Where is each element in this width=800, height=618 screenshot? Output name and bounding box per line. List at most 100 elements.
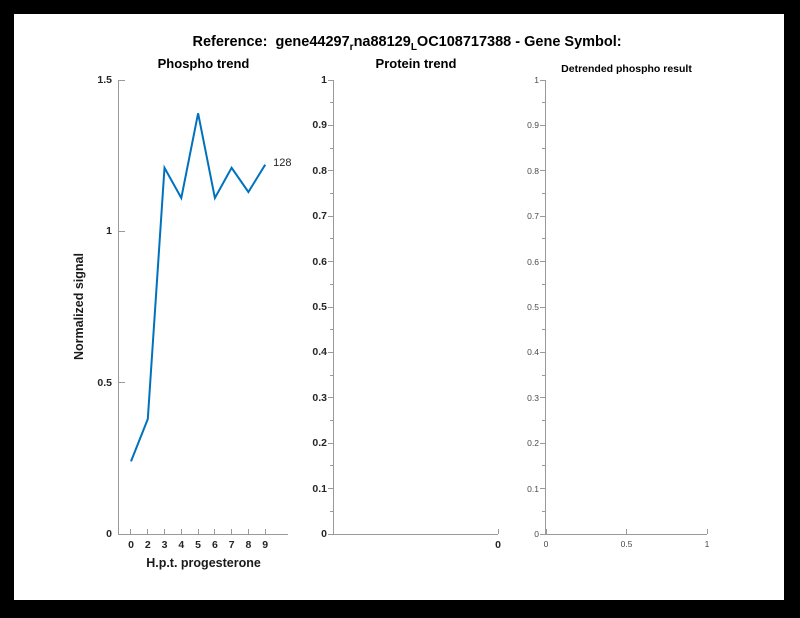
protein-trend-title: Protein trend (375, 56, 457, 71)
y-tick-label: 0.1 (312, 482, 327, 495)
y-tick-label: 0 (534, 529, 539, 539)
y-tick (328, 261, 334, 263)
figure-title: Reference: gene44297rna88129LOC108717388… (14, 18, 784, 69)
y-tick (328, 124, 334, 126)
x-tick (545, 529, 547, 534)
y-tick-label: 0.9 (527, 120, 539, 131)
x-tick-label: 4 (178, 539, 185, 551)
y-tick (328, 351, 334, 353)
y-minor-tick (330, 465, 334, 467)
y-tick (540, 124, 546, 126)
y-axis-label: Normalized signal (72, 253, 86, 361)
y-tick (328, 215, 334, 217)
figure-title-subscript-1: r (349, 42, 354, 53)
y-minor-tick (330, 374, 334, 376)
y-tick (540, 79, 546, 81)
x-tick (231, 529, 233, 534)
y-tick-label: 0.6 (527, 256, 539, 267)
phospho-trend-line (130, 113, 267, 462)
figure-title-subscript-2: L (410, 42, 417, 53)
y-tick (540, 442, 546, 444)
y-tick-label: 0.5 (527, 302, 539, 312)
y-tick-label: 0.5 (97, 376, 112, 389)
figure-title-mid: na88129 (353, 34, 411, 50)
x-tick (497, 529, 499, 534)
y-minor-tick (542, 193, 546, 194)
y-tick (540, 261, 546, 263)
y-tick (328, 488, 334, 490)
y-minor-tick (330, 147, 334, 149)
y-tick-label: 1.5 (97, 74, 112, 86)
y-tick (328, 306, 334, 308)
y-tick-label: 0.5 (312, 301, 327, 313)
y-minor-tick (542, 238, 546, 240)
y-tick (328, 170, 334, 172)
y-tick-label: 0.3 (527, 392, 539, 403)
x-tick-label: 9 (262, 539, 269, 551)
y-tick-label: 0.2 (312, 437, 327, 450)
y-tick-label: 0.7 (527, 211, 539, 222)
y-tick-label: 0.8 (312, 164, 327, 177)
detrended-phospho-title: Detrended phospho result (561, 63, 692, 75)
y-minor-tick (542, 147, 546, 149)
x-tick (130, 529, 132, 534)
y-tick (328, 442, 334, 444)
matlab-figure-canvas: Reference: gene44297rna88129LOC108717388… (14, 14, 784, 600)
y-tick (540, 488, 546, 490)
y-minor-tick (330, 420, 334, 421)
x-tick (247, 529, 249, 534)
x-tick (147, 529, 149, 534)
x-tick (164, 529, 166, 534)
x-tick-label: 3 (161, 539, 168, 551)
y-minor-tick (542, 420, 546, 421)
y-tick-label: 0.1 (527, 483, 539, 494)
detrended-phospho-plot: Detrended phospho result 0 0.1 0.2 0.3 0.4 0.… (527, 63, 709, 549)
y-minor-tick (542, 283, 546, 285)
x-tick-label: 7 (228, 539, 235, 551)
phospho-trend-title: Phospho trend (157, 56, 250, 71)
y-minor-tick (330, 329, 334, 331)
y-minor-tick (542, 102, 546, 104)
y-tick (328, 397, 334, 399)
x-tick-label: 0.5 (620, 539, 633, 549)
y-tick (328, 79, 334, 81)
x-axis-label: H.p.t. progesterone (146, 556, 261, 570)
y-minor-tick (542, 465, 546, 467)
series-end-label: 128 (273, 156, 292, 169)
y-tick (328, 533, 334, 535)
y-tick-label: 0 (106, 528, 112, 540)
x-tick-label: 0 (495, 539, 501, 551)
y-minor-tick (330, 102, 334, 104)
y-tick (540, 215, 546, 217)
y-tick (540, 351, 546, 353)
y-tick-label: 1 (534, 75, 539, 85)
x-tick-label: 5 (195, 539, 201, 551)
x-tick-label: 8 (245, 539, 252, 551)
x-tick (214, 529, 216, 534)
y-tick (540, 533, 546, 535)
y-tick-label: 0.3 (312, 391, 327, 404)
x-tick-label: 0 (543, 539, 549, 549)
y-tick-label: 0.4 (312, 346, 327, 359)
y-tick (540, 170, 546, 172)
y-tick (119, 79, 125, 81)
x-tick-label: 2 (144, 539, 151, 551)
y-minor-tick (330, 193, 334, 194)
y-tick (119, 533, 125, 535)
y-tick-label: 0.4 (527, 347, 539, 358)
y-tick-label: 0 (321, 528, 327, 540)
y-minor-tick (330, 283, 334, 285)
x-tick (626, 529, 627, 534)
x-tick-label: 6 (211, 539, 218, 551)
y-minor-tick (542, 329, 546, 331)
x-tick (264, 529, 266, 534)
y-tick-label: 0.7 (312, 210, 327, 223)
y-tick-label: 0.6 (312, 255, 327, 268)
y-tick-label: 1 (321, 74, 327, 86)
y-tick (119, 230, 125, 232)
y-tick-label: 0.8 (527, 165, 539, 176)
x-tick (197, 529, 199, 534)
y-tick-label: 1 (106, 225, 112, 238)
x-tick-label: 0 (128, 539, 134, 551)
protein-trend-plot: Protein trend 0 0.1 0.2 0.3 0.4 0.5 0.6 0.7 0.8 0… (312, 56, 501, 551)
